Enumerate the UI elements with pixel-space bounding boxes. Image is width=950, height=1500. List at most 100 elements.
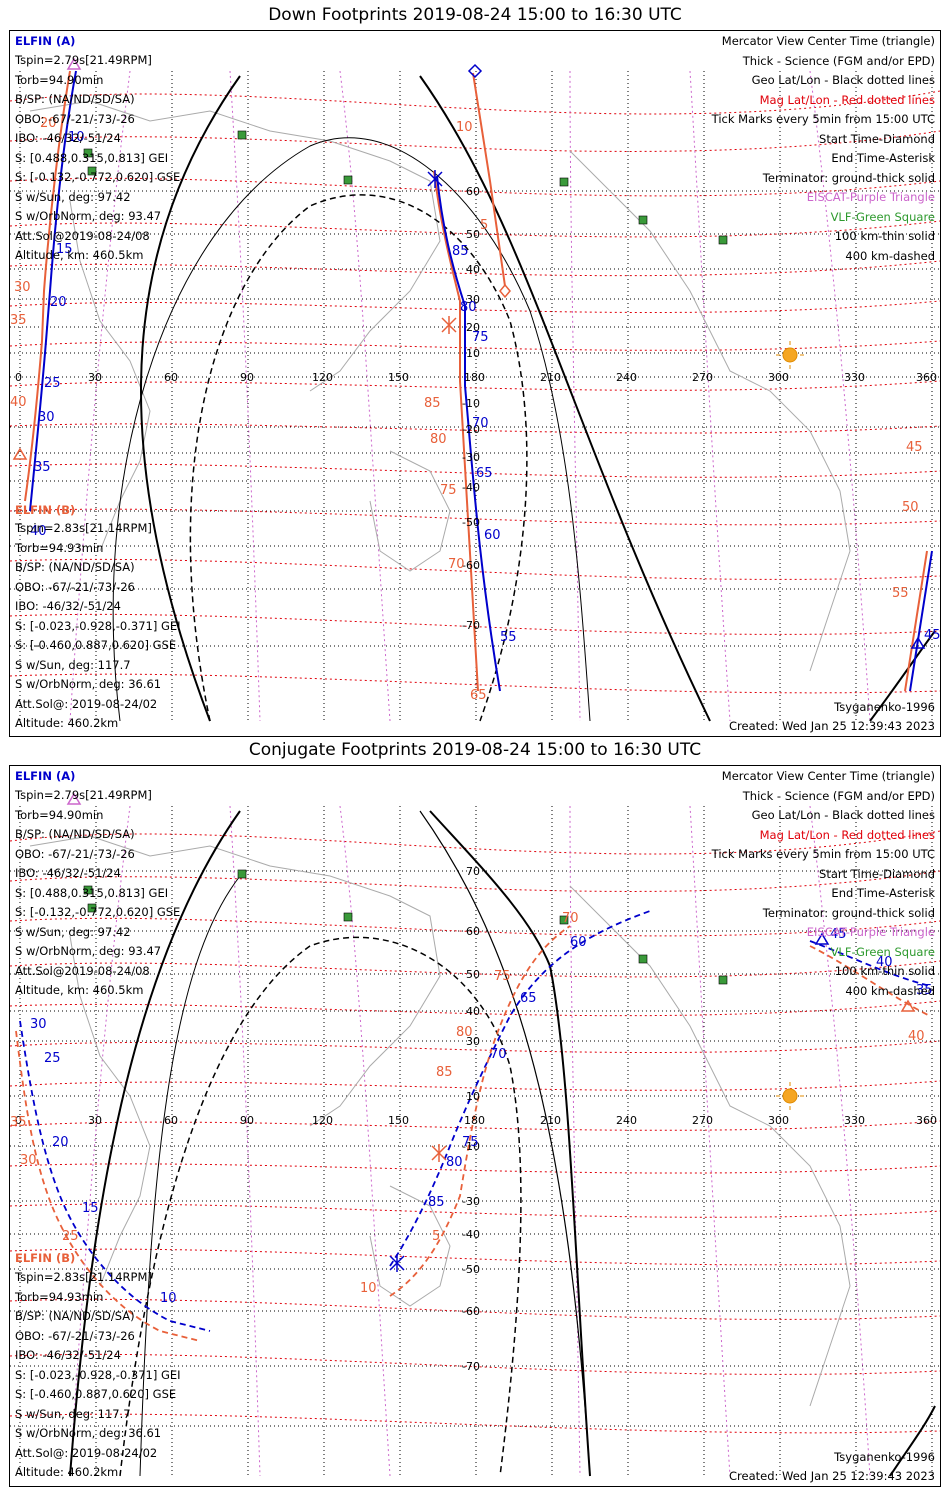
top-created-label: Created: Wed Jan 25 12:39:43 2023 <box>728 719 935 733</box>
top-orange-tick-labels: 20 30 35 40 10 5 85 80 75 70 65 45 50 55 <box>10 116 923 703</box>
info-line: Att.Sol@: 2019-08-24/02 <box>15 1445 158 1460</box>
lon-label: 180 <box>464 371 485 384</box>
top-mag-grid <box>10 90 940 694</box>
track-label: 40 <box>908 1029 925 1044</box>
info-line: S w/OrbNorm, deg: 93.47 <box>15 209 162 223</box>
bottom-start-asterisk-icon <box>431 1144 447 1162</box>
info-line: Torb=94.93min <box>15 540 104 555</box>
lon-label: 270 <box>692 371 713 384</box>
bottom-elfin-b-info: Tspin=2.83s[21.14RPM] Torb=94.93min B/SP… <box>15 1268 181 1483</box>
top-eiscat-triangle-icon <box>66 57 82 70</box>
track-label: 85 <box>452 244 469 259</box>
track-label: 20 <box>50 295 67 310</box>
lon-label: 30 <box>88 371 102 384</box>
lat-label: -10 <box>462 397 480 410</box>
info-line: S: [-0.132,-0.772,0.620] GSE <box>15 905 181 919</box>
bottom-created-label: Created: Wed Jan 25 12:39:43 2023 <box>728 1469 935 1483</box>
track-label: 35 <box>10 1115 27 1130</box>
legend-item: End Time-Asterisk <box>831 886 935 900</box>
track-label: 65 <box>476 466 493 481</box>
lat-label: 10 <box>466 1090 480 1103</box>
info-line: S: [-0.132,-0.772,0.620] GSE <box>15 170 181 184</box>
lon-label: 60 <box>164 1114 178 1127</box>
lon-label: 0 <box>15 371 22 384</box>
lon-label: 180 <box>464 1114 485 1127</box>
track-label: 5 <box>480 218 488 233</box>
legend-item: 100 km-thin solid <box>834 229 935 243</box>
track-label: 25 <box>44 1051 61 1066</box>
legend-item: VLF-Green Square <box>830 944 935 959</box>
track-label: 75 <box>472 330 489 345</box>
bottom-panel-title: Conjugate Footprints 2019-08-24 15:00 to… <box>248 740 702 760</box>
legend-item: Start Time-Diamond <box>819 131 935 146</box>
top-sun-icon <box>776 341 804 369</box>
legend-item: 400 km-dashed <box>845 983 935 998</box>
track-label: 80 <box>446 1155 463 1170</box>
info-line: Altitude, km: 460.5km <box>15 983 144 997</box>
track-label: 55 <box>500 630 517 645</box>
lon-label: 0 <box>15 1114 22 1127</box>
legend-item: Thick - Science (FGM and/or EPD) <box>742 788 935 803</box>
info-line: S: [-0.023,-0.928,-0.371] GEI <box>15 1367 181 1382</box>
info-line: IBO: -46/32/-51/24 <box>15 599 121 613</box>
info-line: IBO: -46/32/-51/24 <box>15 131 121 145</box>
track-label: 80 <box>456 1025 473 1040</box>
lat-label: -20 <box>462 423 480 436</box>
bottom-elfin-tracks <box>15 910 931 1342</box>
track-label: 20 <box>40 116 57 131</box>
legend-item: EISCAT-Purple Triangle <box>806 190 935 204</box>
legend-item: Mercator View Center Time (triangle) <box>721 34 935 48</box>
track-label: 5 <box>432 1229 440 1244</box>
lat-label: -40 <box>462 481 480 494</box>
info-line: OBO: -67/-21/-73/-26 <box>15 111 135 126</box>
info-line: OBO: -67/-21/-73/-26 <box>15 1328 135 1343</box>
info-line: B/SP: (NA/ND/SD/SA) <box>15 560 135 574</box>
track-label: 60 <box>570 935 587 950</box>
track-label: 35 <box>34 460 51 475</box>
lat-label: -30 <box>462 451 480 464</box>
bottom-eiscat-triangle-icon <box>66 792 82 805</box>
bottom-orange-tick-labels: 35 30 25 70 75 80 85 5 10 40 <box>10 911 925 1296</box>
track-label: 50 <box>902 500 919 515</box>
track-label: 45 <box>924 628 940 643</box>
bottom-elfin-a-info: Tspin=2.79s[21.49RPM] Torb=94.90min B/SP… <box>15 786 180 1001</box>
bottom-map-canvas: 0 30 60 90 120 150 180 210 240 270 300 3… <box>10 792 940 1477</box>
lon-label: 90 <box>240 371 254 384</box>
top-center-triangle-b-icon <box>12 447 28 460</box>
info-line: S w/Sun, deg: 97.42 <box>15 189 131 204</box>
info-line: Tspin=2.83s[21.14RPM] <box>15 521 152 535</box>
top-elfin-b-info: Tspin=2.83s[21.14RPM] Torb=94.93min B/SP… <box>15 519 181 734</box>
legend-item: Thick - Science (FGM and/or EPD) <box>742 53 935 68</box>
legend-item: Terminator: ground-thick solid <box>762 170 935 185</box>
info-line: S w/Sun, deg: 117.7 <box>15 1406 131 1421</box>
track-label: 35 <box>916 983 933 998</box>
info-line: S: [-0.023,-0.928,-0.371] GEI <box>15 618 181 633</box>
track-label: 85 <box>436 1065 453 1080</box>
top-terminator <box>112 75 936 722</box>
lon-label: 270 <box>692 1114 713 1127</box>
info-line: Tspin=2.79s[21.49RPM] <box>15 788 152 802</box>
top-start-asterisk-icon <box>441 316 457 334</box>
lat-label: 10 <box>466 347 480 360</box>
track-label: 10 <box>160 1291 177 1306</box>
bottom-center-triangle-a-icon <box>814 932 830 945</box>
track-label: 45 <box>830 927 847 942</box>
lon-label: 330 <box>844 371 865 384</box>
info-line: Att.Sol@2019-08-24/08 <box>15 963 150 978</box>
info-line: S: [0.488,0.315,0.813] GEI <box>15 150 169 165</box>
bottom-mag-grid <box>10 830 940 1434</box>
legend-item: Mag Lat/Lon - Red dotted lines <box>759 827 935 842</box>
top-vlf-stations <box>83 130 728 245</box>
lat-label: 40 <box>466 263 480 276</box>
info-line: S w/Sun, deg: 117.7 <box>15 657 131 672</box>
legend-item: Geo Lat/Lon - Black dotted lines <box>751 808 935 822</box>
info-line: Att.Sol@: 2019-08-24/02 <box>15 696 158 711</box>
track-label: 10 <box>456 120 473 135</box>
lon-label: 120 <box>312 371 333 384</box>
top-elfin-b-header: ELFIN (B) <box>15 503 76 517</box>
bottom-elfin-b-header: ELFIN (B) <box>15 1251 76 1265</box>
track-label: 30 <box>38 410 55 425</box>
track-label: 30 <box>20 1153 37 1168</box>
top-markers <box>12 57 926 649</box>
track-label: 85 <box>428 1195 445 1210</box>
